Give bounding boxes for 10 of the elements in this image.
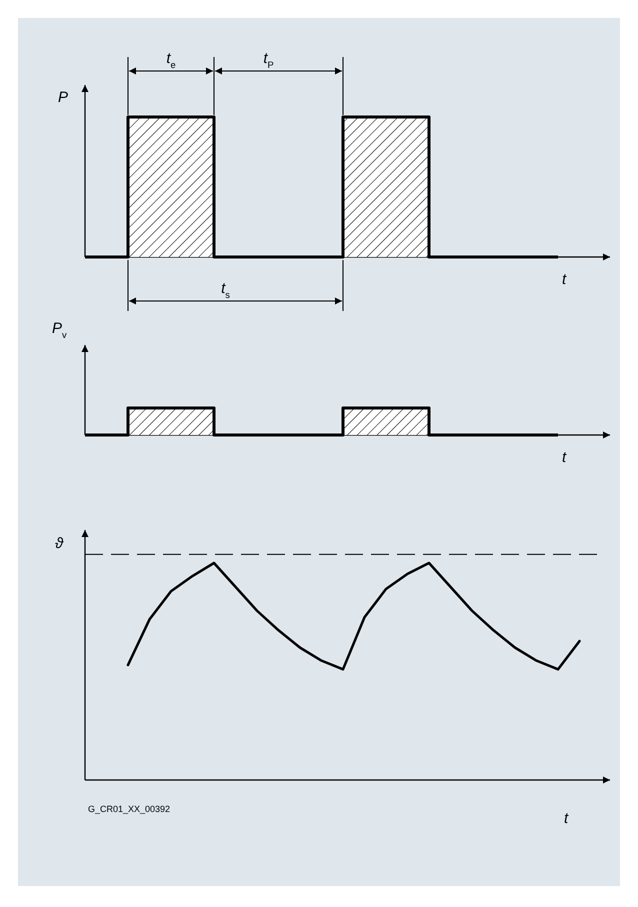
y-axis-title: P — [58, 89, 68, 106]
x-axis-title: t — [562, 271, 567, 288]
text: t$_{s}$ — [221, 280, 230, 300]
x-axis-title: t — [562, 449, 567, 466]
y-axis-title: ϑ — [55, 535, 64, 552]
y-axis-title: P$_{v}$ — [52, 320, 68, 340]
text: t$_{e}$ — [166, 50, 176, 70]
text: G_CR01_XX_00392 — [88, 804, 170, 814]
x-axis-title: t — [564, 810, 569, 827]
text: t$_{P}$ — [263, 50, 274, 70]
